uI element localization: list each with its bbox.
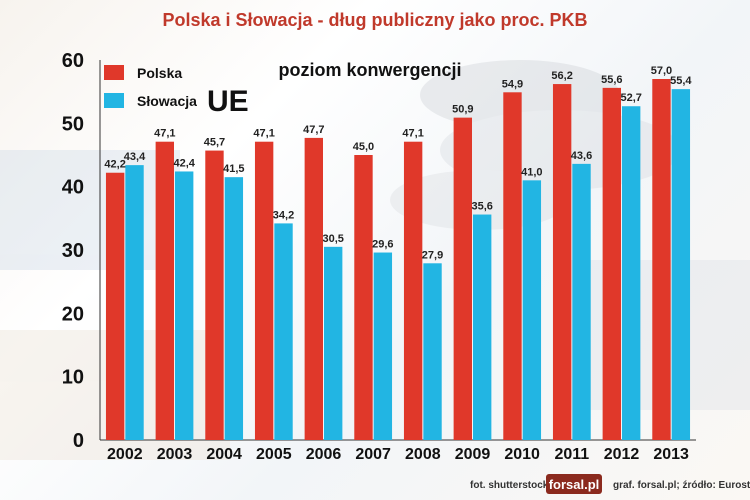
y-axis: 0 10 20 30 40 50 60: [62, 50, 101, 452]
data-label-polska: 55,6: [601, 74, 622, 86]
data-label-slowacja: 43,4: [124, 151, 146, 163]
bar-slowacja: [224, 177, 244, 440]
data-label-slowacja: 41,0: [521, 166, 542, 178]
bar-slowacja: [671, 89, 691, 440]
data-label-polska: 45,0: [353, 141, 374, 153]
bar-slowacja: [373, 252, 393, 440]
banknote-shape: [0, 150, 180, 270]
data-label-slowacja: 35,6: [471, 201, 492, 213]
data-label-slowacja: 27,9: [422, 249, 443, 261]
data-label-slowacja: 52,7: [620, 92, 641, 104]
y-tick-label: 20: [62, 303, 84, 325]
y-tick-label: 10: [62, 367, 84, 389]
photo-credit: fot. shutterstock: [470, 480, 549, 491]
bar-slowacja: [622, 106, 641, 440]
legend-label-slowacja: Słowacja: [137, 93, 197, 109]
bar-polska: [403, 141, 423, 440]
bar-series-group: [105, 79, 691, 441]
data-label-slowacja: 41,5: [223, 163, 244, 175]
data-label-slowacja: 34,2: [273, 209, 294, 221]
bar-polska: [304, 137, 323, 440]
x-tick-label: 2013: [653, 446, 689, 463]
data-label-polska: 47,1: [402, 128, 423, 140]
data-label-polska: 56,2: [551, 70, 572, 82]
data-label-polska: 47,1: [154, 128, 175, 140]
data-label-polska: 57,0: [651, 65, 672, 77]
legend-swatch-slowacja: [104, 93, 124, 108]
data-label-polska: 47,1: [253, 128, 274, 140]
convergence-label: poziom konwergencji: [278, 60, 461, 80]
data-label-polska: 47,7: [303, 124, 324, 136]
eu-label: UE: [207, 85, 249, 118]
forsal-logo-text: forsal.pl: [549, 477, 600, 492]
bar-polska: [602, 87, 621, 440]
bar-polska: [155, 141, 174, 440]
x-tick-label: 2009: [455, 446, 491, 463]
x-tick-label: 2012: [604, 446, 640, 463]
x-tick-label: 2004: [206, 446, 242, 463]
data-label-slowacja: 43,6: [571, 150, 592, 162]
bar-slowacja: [274, 223, 293, 440]
data-label-polska: 50,9: [452, 104, 473, 116]
x-tick-label: 2003: [157, 446, 193, 463]
x-tick-label: 2011: [554, 446, 589, 463]
bar-slowacja: [473, 214, 492, 440]
source-credit: graf. forsal.pl; źródło: Eurostat: [613, 480, 750, 491]
y-tick-label: 40: [62, 177, 84, 199]
y-tick-label: 0: [73, 430, 84, 452]
bar-slowacja: [324, 246, 343, 440]
bar-slowacja: [423, 263, 442, 440]
bar-polska: [552, 84, 572, 441]
x-tick-label: 2002: [107, 446, 143, 463]
y-tick-label: 30: [62, 240, 84, 262]
bar-slowacja: [572, 163, 591, 440]
x-axis: 2002 2003 2004 2005 2006 2007 2008 2009 2010 2011…: [100, 439, 696, 463]
bar-polska: [254, 141, 274, 440]
bar-polska: [503, 92, 522, 441]
forsal-logo: [546, 474, 602, 494]
data-label-polska: 42,2: [104, 159, 125, 171]
data-label-slowacja: 29,6: [372, 239, 393, 251]
data-label-slowacja: 30,5: [322, 233, 343, 245]
bar-slowacja: [522, 180, 542, 441]
data-label-polska: 45,7: [204, 137, 225, 149]
data-labels-group: 42,243,4 47,1 42,4 45,7 41,5 47,1 34,2 47,7 30,5…: [104, 65, 692, 261]
y-tick-label: 60: [62, 50, 84, 72]
y-tick-label: 50: [62, 113, 84, 135]
x-tick-label: 2007: [355, 446, 391, 463]
x-tick-label: 2010: [504, 446, 540, 463]
footer: fot. shutterstock forsal.pl graf. forsal…: [470, 474, 750, 494]
data-label-slowacja: 42,4: [173, 157, 195, 169]
bar-polska: [205, 150, 224, 441]
bar-polska: [652, 79, 671, 440]
legend-label-polska: Polska: [137, 65, 182, 81]
bar-polska: [354, 155, 373, 440]
chart-title: Polska i Słowacja - dług publiczny jako …: [162, 10, 587, 30]
legend: Polska Słowacja: [104, 65, 197, 109]
bar-polska: [453, 117, 472, 440]
bar-slowacja: [175, 171, 194, 440]
x-tick-label: 2006: [306, 446, 342, 463]
legend-swatch-polska: [104, 65, 124, 80]
x-tick-label: 2005: [256, 446, 292, 463]
bar-slowacja: [125, 165, 144, 440]
data-label-polska: 54,9: [502, 78, 523, 90]
bar-polska: [105, 172, 125, 440]
data-label-slowacja: 55,4: [670, 75, 692, 87]
x-tick-label: 2008: [405, 446, 441, 463]
